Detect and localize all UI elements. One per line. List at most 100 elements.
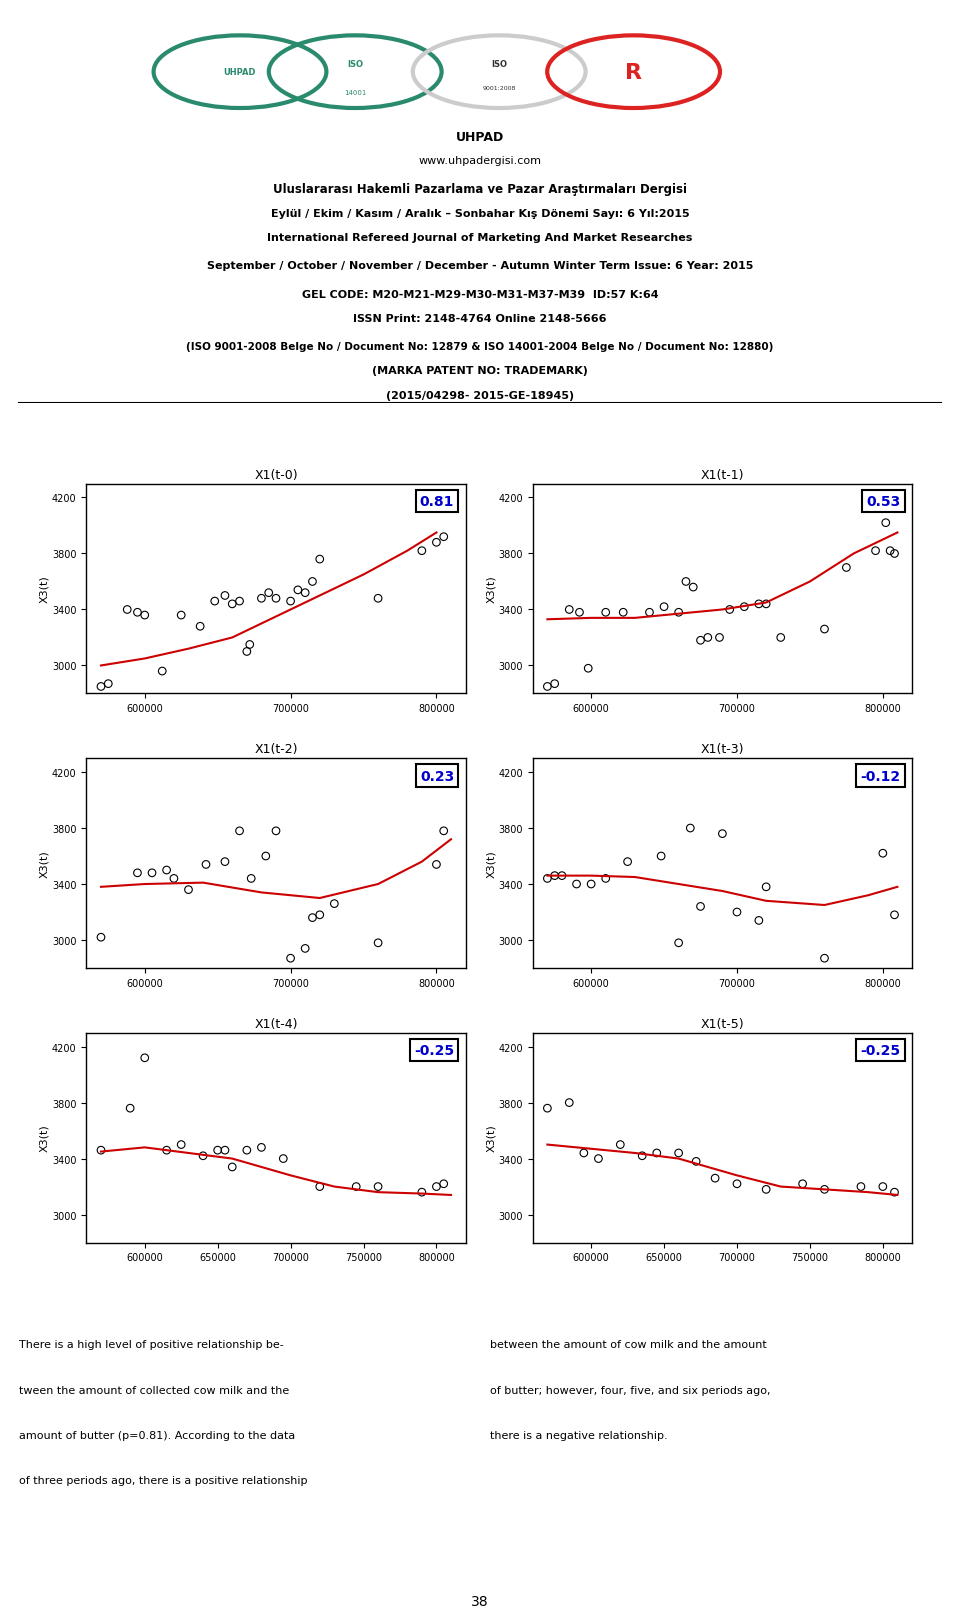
Text: International Refereed Journal of Marketing And Market Researches: International Refereed Journal of Market… xyxy=(267,232,693,244)
Text: ISO: ISO xyxy=(348,60,363,69)
Point xyxy=(590,1146,606,1172)
Text: (ISO 9001-2008 Belge No / Document No: 12879 & ISO 14001-2004 Belge No / Documen: (ISO 9001-2008 Belge No / Document No: 1… xyxy=(186,342,774,352)
Point xyxy=(758,875,774,901)
Point xyxy=(371,586,386,612)
Point xyxy=(876,841,891,867)
Point xyxy=(693,628,708,654)
Point xyxy=(137,602,153,628)
Point xyxy=(635,1143,650,1169)
Title: X1(t-4): X1(t-4) xyxy=(254,1017,298,1030)
Point xyxy=(853,1173,869,1199)
Point xyxy=(130,860,145,886)
Text: There is a high level of positive relationship be-: There is a high level of positive relati… xyxy=(19,1340,284,1349)
Text: 0.53: 0.53 xyxy=(866,495,900,508)
Text: 38: 38 xyxy=(471,1593,489,1608)
Point xyxy=(253,586,269,612)
Point xyxy=(268,586,283,612)
Point xyxy=(93,925,108,951)
Point xyxy=(679,570,694,596)
Point xyxy=(210,1138,226,1164)
Point xyxy=(304,570,320,596)
Point xyxy=(244,867,259,893)
Point xyxy=(312,902,327,928)
Point xyxy=(217,583,232,608)
Point xyxy=(232,589,248,615)
Text: R: R xyxy=(625,63,642,82)
Y-axis label: X3(t): X3(t) xyxy=(39,849,49,878)
Point xyxy=(268,818,283,844)
Point xyxy=(700,625,715,650)
Text: (MARKA PATENT NO: TRADEMARK): (MARKA PATENT NO: TRADEMARK) xyxy=(372,366,588,376)
Y-axis label: X3(t): X3(t) xyxy=(486,849,495,878)
Point xyxy=(751,592,766,618)
Title: X1(t-1): X1(t-1) xyxy=(701,468,744,481)
Point xyxy=(642,600,658,626)
Text: 0.81: 0.81 xyxy=(420,495,454,508)
Point xyxy=(258,844,274,870)
Point xyxy=(137,1046,153,1072)
Point xyxy=(817,617,832,642)
Point xyxy=(436,818,451,844)
Point xyxy=(348,1173,364,1199)
Point xyxy=(876,1173,891,1199)
Point xyxy=(225,592,240,618)
Text: UHPAD: UHPAD xyxy=(456,131,504,144)
Point xyxy=(414,1180,429,1206)
Point xyxy=(773,625,788,650)
Point xyxy=(598,600,613,626)
Point xyxy=(304,905,320,931)
Point xyxy=(199,852,214,878)
Point xyxy=(217,849,232,875)
Point xyxy=(421,762,437,788)
Point xyxy=(93,1138,108,1164)
Text: UHPAD: UHPAD xyxy=(224,68,256,77)
Point xyxy=(562,1089,577,1115)
Point xyxy=(730,1172,745,1198)
Text: 9001:2008: 9001:2008 xyxy=(483,86,516,92)
Text: of butter; however, four, five, and six periods ago,: of butter; however, four, five, and six … xyxy=(490,1385,770,1394)
Point xyxy=(540,675,555,700)
Point xyxy=(554,863,569,889)
Point xyxy=(887,1180,902,1206)
Point xyxy=(540,1096,555,1122)
Point xyxy=(547,863,563,889)
Point xyxy=(758,592,774,618)
Point xyxy=(159,1138,175,1164)
Point xyxy=(887,902,902,928)
Point xyxy=(242,633,257,659)
Point xyxy=(298,936,313,962)
Point xyxy=(584,872,599,897)
Point xyxy=(130,600,145,626)
Text: -0.25: -0.25 xyxy=(414,1044,454,1057)
Point xyxy=(612,1131,628,1157)
Point xyxy=(878,510,894,536)
Point xyxy=(207,589,223,615)
Text: www.uhpadergisi.com: www.uhpadergisi.com xyxy=(419,157,541,166)
Point xyxy=(817,946,832,972)
Point xyxy=(887,541,902,567)
Point xyxy=(232,818,248,844)
Point xyxy=(101,671,116,697)
Text: Uluslararası Hakemli Pazarlama ve Pazar Araştırmaları Dergisi: Uluslararası Hakemli Pazarlama ve Pazar … xyxy=(273,182,687,197)
Text: between the amount of cow milk and the amount: between the amount of cow milk and the a… xyxy=(490,1340,766,1349)
Text: September / October / November / December - Autumn Winter Term Issue: 6 Year: 20: September / October / November / Decembe… xyxy=(206,261,754,271)
Point xyxy=(298,581,313,607)
Point xyxy=(312,1173,327,1199)
Point xyxy=(868,539,883,565)
Point xyxy=(882,539,898,565)
Y-axis label: X3(t): X3(t) xyxy=(486,1123,495,1152)
Point xyxy=(217,1138,232,1164)
Point xyxy=(547,671,563,697)
Point xyxy=(671,600,686,626)
Point xyxy=(436,1172,451,1198)
Point xyxy=(711,625,727,650)
Text: (2015/04298- 2015-GE-18945): (2015/04298- 2015-GE-18945) xyxy=(386,391,574,400)
Point xyxy=(166,867,181,893)
Point xyxy=(283,946,299,972)
Point xyxy=(192,613,207,639)
Point xyxy=(174,602,189,628)
Point xyxy=(261,581,276,607)
Point xyxy=(371,1173,386,1199)
Y-axis label: X3(t): X3(t) xyxy=(39,1123,49,1152)
Text: -0.25: -0.25 xyxy=(860,1044,900,1057)
